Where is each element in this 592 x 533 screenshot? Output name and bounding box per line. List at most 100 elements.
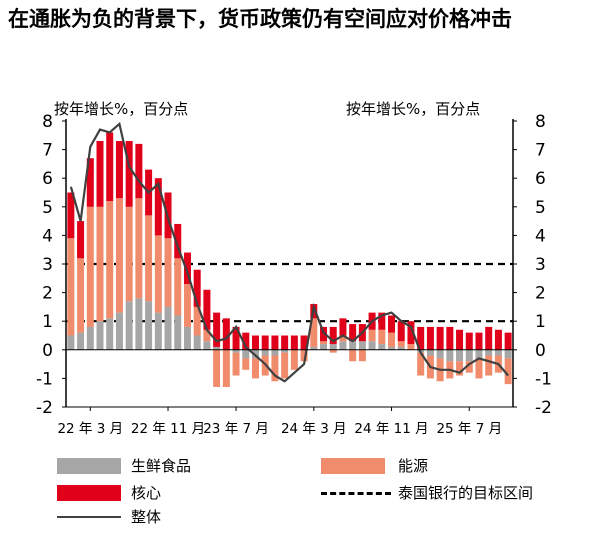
bar-2-29 xyxy=(349,324,357,342)
bar-1-30 xyxy=(358,349,366,362)
ytick-label-left: -2 xyxy=(36,398,53,418)
legend-label-headline: 整体 xyxy=(131,508,162,526)
bar-1-13 xyxy=(193,306,201,336)
bar-2-33 xyxy=(388,315,396,333)
bar-1-2 xyxy=(86,206,94,327)
xtick-label: 25 年 7 月 xyxy=(436,421,502,437)
bar-0-18 xyxy=(242,349,250,359)
y-axis-label-left: 按年增长%，百分点 xyxy=(54,100,189,118)
bar-0-26 xyxy=(320,344,328,350)
bar-0-4 xyxy=(106,318,114,350)
bar-1-32 xyxy=(378,329,386,345)
bar-1-10 xyxy=(164,238,172,307)
bar-1-19 xyxy=(251,358,259,379)
ytick-label-left: 6 xyxy=(42,169,53,189)
bar-1-1 xyxy=(77,258,85,333)
bar-2-11 xyxy=(174,223,182,259)
bar-0-27 xyxy=(329,344,337,350)
bar-2-37 xyxy=(426,326,434,350)
legend-label-target-band: 泰国银行的目标区间 xyxy=(398,484,534,502)
bar-2-2 xyxy=(86,158,94,207)
bar-0-40 xyxy=(456,349,464,362)
bar-2-9 xyxy=(154,178,162,236)
bar-1-42 xyxy=(475,358,483,379)
xtick-label: 24 年 3 月 xyxy=(281,421,347,437)
bar-2-41 xyxy=(465,332,473,350)
ytick-label-right: -1 xyxy=(535,369,552,389)
xtick-label: 22 年 3 月 xyxy=(57,421,123,437)
bar-0-8 xyxy=(145,301,153,350)
ytick-label-left: 4 xyxy=(42,226,53,246)
bar-0-38 xyxy=(436,349,444,359)
bar-2-39 xyxy=(446,326,454,350)
ytick-label-left: 1 xyxy=(42,312,53,332)
legend-swatch-energy xyxy=(321,458,385,474)
bar-0-17 xyxy=(232,349,240,353)
bar-1-26 xyxy=(320,341,328,345)
ytick-label-left: 2 xyxy=(42,284,53,304)
headline-line-group xyxy=(69,121,509,383)
legend-label-fresh-food: 生鲜食品 xyxy=(131,457,192,475)
ytick-label-left: 3 xyxy=(42,255,53,275)
bar-1-12 xyxy=(183,284,191,327)
bar-2-38 xyxy=(436,326,444,350)
bar-2-21 xyxy=(271,335,279,350)
bar-0-6 xyxy=(125,301,133,350)
bar-1-43 xyxy=(485,355,493,376)
xtick-label: 24 年 11 月 xyxy=(354,421,428,437)
target-band-lines xyxy=(66,262,513,323)
bar-1-41 xyxy=(465,361,473,373)
bar-0-31 xyxy=(368,341,376,350)
bar-2-5 xyxy=(115,141,123,199)
bar-0-25 xyxy=(310,346,318,350)
bar-2-3 xyxy=(96,141,104,207)
xtick-label: 22 年 11 月 xyxy=(131,421,205,437)
bar-2-36 xyxy=(417,326,425,350)
ytick-label-right: 8 xyxy=(535,112,546,132)
bar-1-15 xyxy=(213,349,221,387)
bar-0-2 xyxy=(86,326,94,350)
bar-0-22 xyxy=(281,349,289,353)
bar-2-23 xyxy=(290,335,298,350)
bar-1-31 xyxy=(368,329,376,342)
bar-0-30 xyxy=(358,341,366,350)
bar-0-13 xyxy=(193,335,201,350)
ytick-label-right: 4 xyxy=(535,226,546,246)
bar-1-21 xyxy=(271,355,279,382)
bar-1-8 xyxy=(145,215,153,302)
bar-0-37 xyxy=(426,349,434,356)
bar-2-42 xyxy=(475,332,483,350)
tick-labels: 8 87 76 65 54 43 32 21 10 0-1 -1-2 -222 年 3 月 22 年 1… xyxy=(36,112,552,437)
bar-0-1 xyxy=(77,332,85,350)
bar-1-7 xyxy=(135,198,143,299)
bar-0-5 xyxy=(115,312,123,350)
bar-0-21 xyxy=(271,349,279,356)
bar-1-23 xyxy=(290,349,298,370)
headline-line xyxy=(69,121,509,383)
bar-1-17 xyxy=(232,352,240,376)
bar-2-43 xyxy=(485,326,493,350)
bar-0-11 xyxy=(174,315,182,350)
bar-stack-group xyxy=(67,132,512,387)
bar-1-11 xyxy=(174,258,182,316)
ytick-label-right: 2 xyxy=(535,284,546,304)
bar-0-28 xyxy=(339,341,347,350)
chart-title: 在通胀为负的背景下，货币政策仍有空间应对价格冲击 xyxy=(8,7,512,31)
ytick-label-right: 3 xyxy=(535,255,546,275)
bar-2-19 xyxy=(251,335,259,350)
legend-swatch-target-band xyxy=(321,492,391,495)
ytick-label-left: 0 xyxy=(42,341,53,361)
bar-1-3 xyxy=(96,206,104,322)
xtick-label: 23 年 7 月 xyxy=(203,421,269,437)
bar-2-12 xyxy=(183,252,191,285)
bar-0-41 xyxy=(465,349,473,362)
bar-2-0 xyxy=(67,192,75,239)
bar-1-33 xyxy=(388,332,396,347)
bar-1-29 xyxy=(349,349,357,362)
bar-2-17 xyxy=(232,326,240,350)
bar-0-45 xyxy=(504,349,512,359)
bar-0-14 xyxy=(203,341,211,350)
bar-1-0 xyxy=(67,238,75,336)
bar-2-4 xyxy=(106,132,114,202)
bar-0-10 xyxy=(164,306,172,350)
